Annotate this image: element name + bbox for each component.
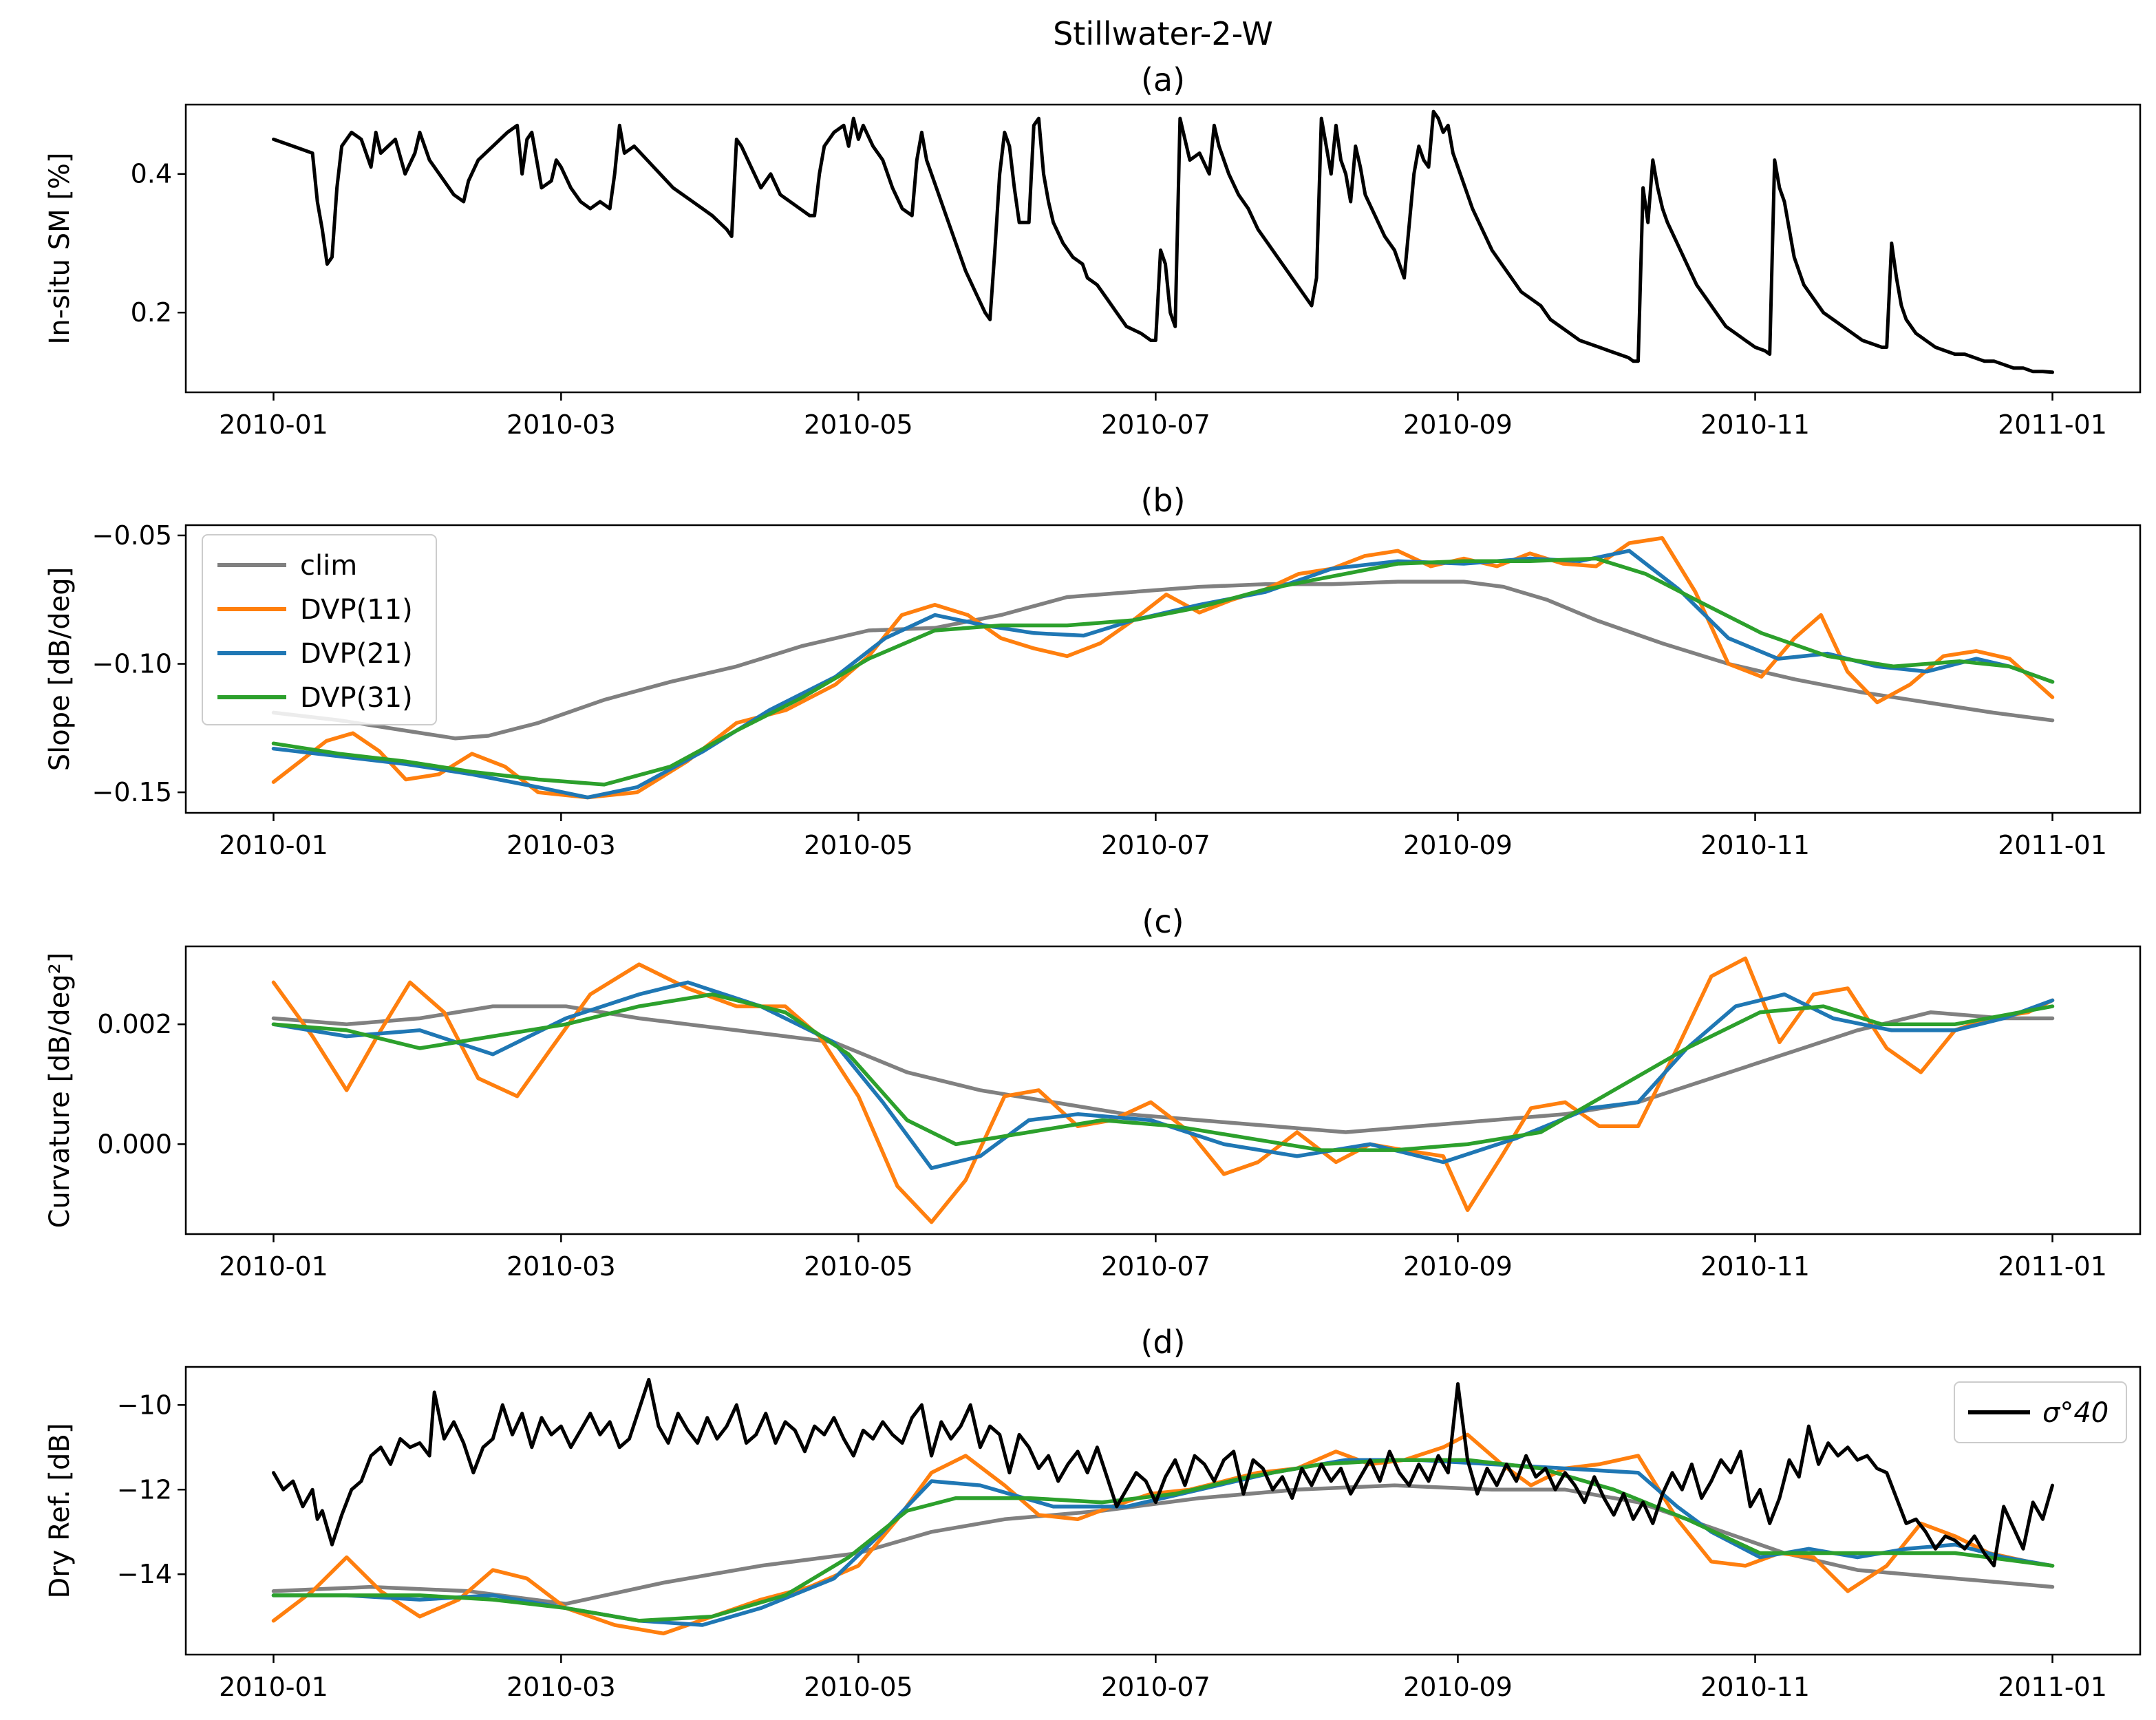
series-group-d xyxy=(271,1377,2055,1636)
y-tick-label-a-1: 0.4 xyxy=(131,159,172,189)
series-group-c xyxy=(271,956,2055,1224)
legend-label-b-2: DVP(21) xyxy=(300,638,413,670)
x-tick-label-c-3: 2010-07 xyxy=(1101,1251,1210,1282)
legend-b: clim DVP(11) DVP(21) DVP(31) xyxy=(202,534,437,725)
x-tick-label-b-4: 2010-09 xyxy=(1403,830,1513,860)
y-tick-label-d-0: −14 xyxy=(117,1559,172,1589)
panel-title-d: (d) xyxy=(1140,1324,1185,1361)
y-tick-label-d-1: −12 xyxy=(117,1474,172,1505)
x-tick-label-b-2: 2010-05 xyxy=(804,830,913,860)
panel-b: (b) Slope [dB/deg] −0.15 −0.10 −0.05 2010-01 2… xyxy=(44,482,2142,860)
x-tick-label-b-5: 2010-11 xyxy=(1700,830,1810,860)
panel-a: (a) In-situ SM [%] 0.2 0.4 2010-01 2010-03 201… xyxy=(44,61,2142,440)
x-tick-label-d-2: 2010-05 xyxy=(804,1672,913,1702)
series-line-c-0 xyxy=(271,1004,2055,1134)
y-tick-label-c-0: 0.000 xyxy=(97,1129,172,1159)
series-line-c-1 xyxy=(271,956,2055,1224)
x-tick-label-b-1: 2010-03 xyxy=(506,830,616,860)
x-tick-label-d-1: 2010-03 xyxy=(506,1672,616,1702)
x-tick-label-d-0: 2010-01 xyxy=(219,1672,328,1702)
x-tick-label-a-4: 2010-09 xyxy=(1403,410,1513,440)
x-tick-label-c-6: 2011-01 xyxy=(1998,1251,2107,1282)
y-axis-label-d: Dry Ref. [dB] xyxy=(44,1423,76,1599)
x-tick-label-d-5: 2010-11 xyxy=(1700,1672,1810,1702)
legend-d: σ°40 xyxy=(1954,1381,2127,1443)
panel-title-a: (a) xyxy=(1141,61,1185,98)
y-axis-label-c: Curvature [dB/deg²] xyxy=(44,953,76,1229)
y-tick-label-b-2: −0.05 xyxy=(92,520,172,551)
series-group-b xyxy=(271,535,2055,800)
x-tick-label-d-6: 2011-01 xyxy=(1998,1672,2107,1702)
series-line-d-4 xyxy=(272,1377,2054,1568)
x-tick-label-a-2: 2010-05 xyxy=(804,410,913,440)
y-tick-label-b-1: −0.10 xyxy=(92,649,172,679)
y-axis-label-b: Slope [dB/deg] xyxy=(44,567,76,772)
x-tick-label-d-4: 2010-09 xyxy=(1403,1672,1513,1702)
y-axis-label-a: In-situ SM [%] xyxy=(44,152,76,344)
series-line-a-0 xyxy=(272,109,2054,374)
series-line-b-3 xyxy=(271,556,2055,787)
panel-d: (d) Dry Ref. [dB] −14 −12 −10 2010-01 2010-03 2… xyxy=(44,1324,2142,1702)
legend-box-b xyxy=(202,534,437,725)
axes-frame-a xyxy=(184,103,2142,394)
series-line-d-0 xyxy=(271,1483,2055,1606)
x-tick-label-c-2: 2010-05 xyxy=(804,1251,913,1282)
panel-title-b: (b) xyxy=(1140,482,1185,519)
axes-frame-b xyxy=(184,524,2142,814)
y-tick-label-d-2: −10 xyxy=(117,1390,172,1420)
panel-title-c: (c) xyxy=(1142,903,1184,940)
x-tick-label-a-0: 2010-01 xyxy=(219,410,328,440)
series-line-c-3 xyxy=(271,992,2055,1152)
y-tick-label-a-0: 0.2 xyxy=(131,297,172,328)
x-tick-label-b-0: 2010-01 xyxy=(219,830,328,860)
series-group-a xyxy=(272,109,2054,374)
x-tick-label-b-6: 2011-01 xyxy=(1998,830,2107,860)
series-line-b-2 xyxy=(271,549,2055,800)
x-tick-label-b-3: 2010-07 xyxy=(1101,830,1210,860)
legend-label-b-1: DVP(11) xyxy=(300,594,413,626)
legend-label-d-0: σ°40 xyxy=(2042,1397,2109,1429)
x-tick-label-c-4: 2010-09 xyxy=(1403,1251,1513,1282)
y-tick-label-b-0: −0.15 xyxy=(92,777,172,807)
x-tick-label-a-1: 2010-03 xyxy=(506,410,616,440)
x-tick-label-d-3: 2010-07 xyxy=(1101,1672,1210,1702)
x-tick-label-c-5: 2010-11 xyxy=(1700,1251,1810,1282)
x-tick-label-c-1: 2010-03 xyxy=(506,1251,616,1282)
axes-frame-c xyxy=(184,945,2142,1235)
legend-box-d xyxy=(1954,1381,2127,1443)
series-line-d-3 xyxy=(271,1458,2055,1623)
figure-title: Stillwater-2-W xyxy=(1053,15,1273,52)
axes-frame-d xyxy=(184,1366,2142,1656)
series-line-c-2 xyxy=(271,980,2055,1170)
y-tick-label-c-1: 0.002 xyxy=(97,1009,172,1039)
panel-c: (c) Curvature [dB/deg²] 0.000 0.002 2010-01 2… xyxy=(44,903,2142,1282)
x-tick-label-c-0: 2010-01 xyxy=(219,1251,328,1282)
x-tick-label-a-3: 2010-07 xyxy=(1101,410,1210,440)
legend-label-b-3: DVP(31) xyxy=(300,682,413,714)
x-tick-label-a-5: 2010-11 xyxy=(1700,410,1810,440)
x-tick-label-a-6: 2011-01 xyxy=(1998,410,2107,440)
legend-label-b-0: clim xyxy=(300,550,357,582)
